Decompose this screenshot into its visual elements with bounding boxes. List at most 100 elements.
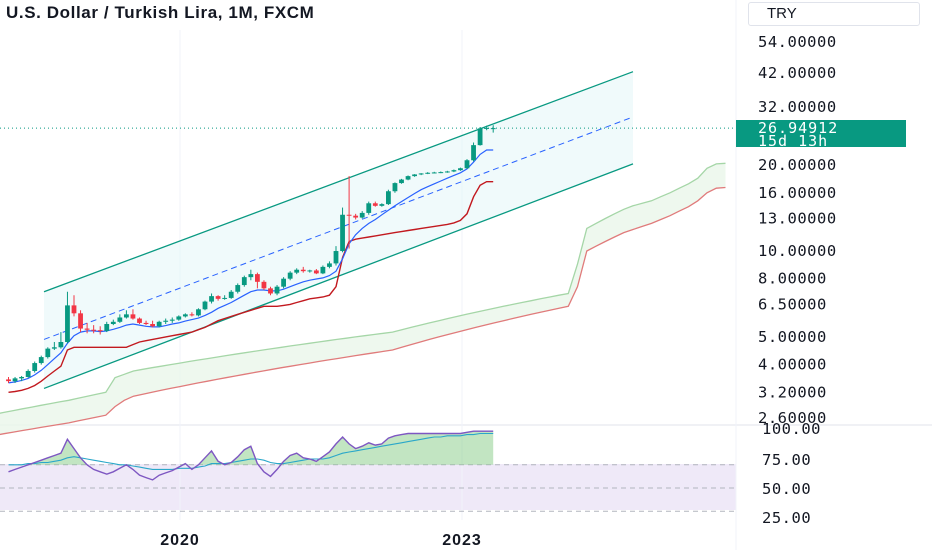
candle-body <box>366 203 372 213</box>
candle-body <box>104 324 110 331</box>
candle-body <box>110 321 116 325</box>
candle-body <box>12 378 18 382</box>
candle-body <box>294 269 300 273</box>
candle-body <box>189 314 195 316</box>
candle-body <box>471 145 476 161</box>
candle-body <box>163 320 169 322</box>
candle-body <box>307 270 313 272</box>
candle-body <box>418 173 424 175</box>
candle-body <box>379 204 385 206</box>
cloud-band-lower-line <box>0 186 726 436</box>
rsi-axis-label: 75.00 <box>762 451 811 469</box>
candle-body <box>425 172 431 174</box>
candle-body <box>268 288 273 294</box>
candle-body <box>32 363 38 371</box>
candle-body <box>346 214 352 216</box>
rsi-band-fill <box>0 464 736 510</box>
rsi-axis-label: 100.00 <box>762 420 821 438</box>
candle-body <box>477 128 483 146</box>
candle-body <box>451 170 457 172</box>
candle-body <box>91 329 97 331</box>
candle-body <box>38 357 44 364</box>
candle-body <box>340 214 345 252</box>
price-axis-label: 2.60000 <box>758 409 827 427</box>
candle-body <box>58 342 64 348</box>
candle-body <box>84 328 90 330</box>
price-axis-label: 54.00000 <box>758 33 837 51</box>
candle-body <box>182 314 188 317</box>
price-axis-label: 6.50000 <box>758 295 827 313</box>
candle-body <box>313 270 319 274</box>
candle-body <box>150 324 155 327</box>
rsi-line <box>8 430 494 481</box>
candle-body <box>431 172 437 174</box>
channel-median-line <box>43 116 634 340</box>
cloud-band-fill <box>0 163 726 435</box>
price-axis-label: 5.00000 <box>758 328 827 346</box>
candle-body <box>169 319 175 321</box>
time-axis-label: 2020 <box>160 532 200 549</box>
candles-group <box>6 125 496 383</box>
price-axis-label: 32.00000 <box>758 98 837 116</box>
candle-body <box>156 321 162 327</box>
price-axis-label: 16.00000 <box>758 184 837 202</box>
candle-body <box>143 322 149 325</box>
candle-body <box>484 127 490 129</box>
rsi-ma-line <box>8 432 494 470</box>
candle-body <box>45 348 51 358</box>
candle-body <box>25 370 31 377</box>
candle-body <box>124 314 129 318</box>
last-price-label: 26.94912 15d 13h <box>736 119 906 150</box>
rsi-axis-label: 50.00 <box>762 480 811 498</box>
candle-body <box>71 305 77 314</box>
candle-body <box>196 309 201 316</box>
chart-title: U.S. Dollar / Turkish Lira, 1M, FXCM <box>6 3 315 22</box>
candle-body <box>438 172 444 174</box>
cloud-band-upper-line <box>0 162 726 414</box>
currency-selector-button[interactable]: TRY <box>748 2 920 26</box>
candle-body <box>359 212 365 218</box>
time-axis-label: 2023 <box>442 532 482 549</box>
candle-body <box>386 191 391 205</box>
candle-body <box>405 176 411 180</box>
price-axis-label: 4.00000 <box>758 356 827 374</box>
candle-body <box>19 376 24 379</box>
candle-body <box>412 174 417 177</box>
moving-average-line <box>8 149 494 384</box>
price-axis-label: 3.20000 <box>758 383 827 401</box>
candle-body <box>300 269 306 272</box>
candle-body <box>281 278 286 287</box>
candle-body <box>458 168 463 171</box>
trailing-stop-line <box>8 181 494 393</box>
candle-body <box>320 266 326 274</box>
price-axis-label: 10.00000 <box>758 242 837 260</box>
candle-body <box>78 313 83 329</box>
candle-body <box>130 314 136 319</box>
candle-body <box>117 317 123 322</box>
candle-body <box>209 296 214 302</box>
candle-body <box>228 291 234 298</box>
candle-body <box>399 179 404 184</box>
candle-body <box>333 251 339 264</box>
candle-body <box>353 215 359 218</box>
candle-body <box>274 286 280 294</box>
candle-body <box>490 128 496 130</box>
candle-body <box>444 171 450 173</box>
price-axis-label: 13.00000 <box>758 210 837 228</box>
price-axis-label: 42.00000 <box>758 64 837 82</box>
last-price-value: 26.94912 <box>758 119 839 137</box>
price-axis-label: 20.00000 <box>758 156 837 174</box>
candle-body <box>97 330 103 332</box>
candle-body <box>327 263 332 267</box>
candle-body <box>215 296 221 299</box>
candle-body <box>372 203 378 206</box>
candle-body <box>464 160 470 169</box>
bar-countdown: 15d 13h <box>758 132 829 150</box>
candle-body <box>65 305 70 343</box>
channel-upper-line <box>43 71 634 293</box>
candle-body <box>51 347 57 349</box>
candle-body <box>261 281 267 289</box>
rsi-axis-label: 25.00 <box>762 509 811 527</box>
candle-body <box>137 318 142 323</box>
